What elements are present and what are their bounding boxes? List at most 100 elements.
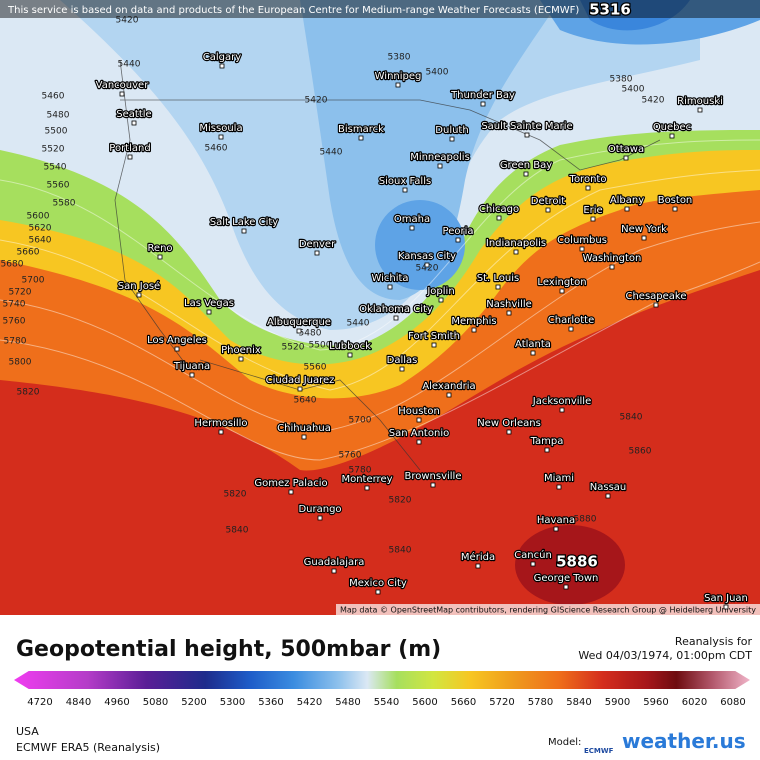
city-marker	[446, 392, 452, 398]
city-label: Lexington	[537, 277, 586, 288]
city-label: Joplin	[426, 286, 454, 297]
city-label: Columbus	[557, 235, 607, 246]
contour-label: 5860	[629, 447, 652, 457]
contour-label: 5480	[299, 329, 322, 339]
band-blue	[300, 0, 560, 300]
city-marker	[174, 346, 180, 352]
city-label: Jacksonville	[532, 396, 591, 407]
city-label: Tampa	[530, 436, 564, 447]
city-label: San José	[118, 280, 160, 292]
low-core	[375, 200, 465, 290]
contour-label: 5420	[305, 96, 328, 106]
colorbar-tick-label: 5840	[566, 697, 592, 708]
city-marker	[530, 350, 536, 356]
city-marker	[559, 407, 565, 413]
city-marker	[723, 604, 729, 610]
city-marker	[438, 297, 444, 303]
colorbar-tick-label: 4840	[65, 697, 92, 708]
contour-label: 5820	[224, 490, 247, 500]
city-marker	[364, 485, 370, 491]
city-marker	[556, 484, 562, 490]
city-marker	[669, 133, 675, 139]
colorbar-tick-label: 5660	[450, 697, 477, 708]
city-marker	[579, 246, 585, 252]
colorbar-tick-label: 4960	[104, 697, 130, 708]
city-label: Denver	[299, 239, 336, 250]
city-label: Brownsville	[404, 471, 461, 482]
city-marker	[437, 163, 443, 169]
contour-label: 5460	[205, 144, 228, 154]
city-marker	[568, 326, 574, 332]
attribution: Map data © OpenStreetMap contributors, r…	[340, 606, 756, 615]
contour-label: 5460	[42, 92, 65, 102]
city-label: Guadalajara	[304, 557, 365, 568]
contour-label: 5380	[388, 53, 411, 63]
city-marker	[559, 288, 565, 294]
city-label: Albany	[610, 195, 644, 206]
city-marker	[641, 235, 647, 241]
city-label: Erie	[583, 205, 602, 216]
city-marker	[545, 207, 551, 213]
city-marker	[206, 309, 212, 315]
city-label: Alexandria	[422, 381, 475, 392]
brand-logo: weather.us	[622, 729, 746, 753]
colorbar	[14, 671, 750, 689]
city-marker	[241, 228, 247, 234]
city-label: Reno	[147, 243, 172, 254]
city-label: Vancouver	[96, 80, 150, 91]
contour-label: 5780	[349, 466, 372, 476]
city-label: San Juan	[704, 593, 748, 604]
city-marker	[672, 206, 678, 212]
city-marker	[395, 82, 401, 88]
city-label: Toronto	[569, 174, 607, 185]
city-marker	[402, 187, 408, 193]
contour-label: 5800	[9, 358, 32, 368]
city-marker	[605, 493, 611, 499]
city-label: Nassau	[590, 482, 627, 493]
city-marker	[449, 136, 455, 142]
contour-label: 5440	[320, 148, 343, 158]
city-marker	[590, 216, 596, 222]
contour-label: 5400	[622, 85, 645, 95]
contour-label: 5440	[118, 60, 141, 70]
city-label: Quebec	[653, 122, 691, 133]
colorbar-tick-label: 6020	[681, 697, 708, 708]
city-marker	[218, 429, 224, 435]
city-label: Havana	[537, 515, 575, 526]
city-marker	[513, 249, 519, 255]
contour-label: 5400	[426, 68, 449, 78]
city-marker	[416, 439, 422, 445]
city-marker	[697, 107, 703, 113]
colorbar-tick-label: 5540	[373, 697, 400, 708]
banner-text: This service is based on data and produc…	[7, 5, 579, 16]
city-marker	[358, 135, 364, 141]
city-marker	[530, 561, 536, 567]
contour-label: 5316	[589, 1, 631, 19]
city-marker	[218, 134, 224, 140]
city-label: Portland	[109, 143, 150, 154]
city-marker	[624, 206, 630, 212]
city-label: Chesapeake	[625, 291, 686, 302]
city-label: Sault Sainte Marie	[481, 121, 572, 132]
colorbar-tick-label: 6080	[720, 697, 746, 708]
city-label: Tijuana	[173, 361, 210, 372]
city-marker	[553, 526, 559, 532]
city-marker	[609, 264, 615, 270]
city-marker	[387, 284, 393, 290]
colorbar-tick-label: 5960	[643, 697, 669, 708]
contour-label: 5720	[9, 288, 32, 298]
city-label: Las Vegas	[184, 298, 234, 309]
city-marker	[238, 356, 244, 362]
city-marker	[431, 342, 437, 348]
city-marker	[297, 386, 303, 392]
city-marker	[480, 101, 486, 107]
colorbar-tick-label: 5720	[489, 697, 515, 708]
city-label: Indianapolis	[486, 238, 546, 249]
city-marker	[623, 155, 629, 161]
city-label: St. Louis	[477, 273, 519, 284]
city-marker	[399, 366, 405, 372]
contour-label: 5640	[29, 236, 52, 246]
city-marker	[506, 429, 512, 435]
city-marker	[424, 262, 430, 268]
colorbar-tick-label: 5200	[181, 697, 207, 708]
